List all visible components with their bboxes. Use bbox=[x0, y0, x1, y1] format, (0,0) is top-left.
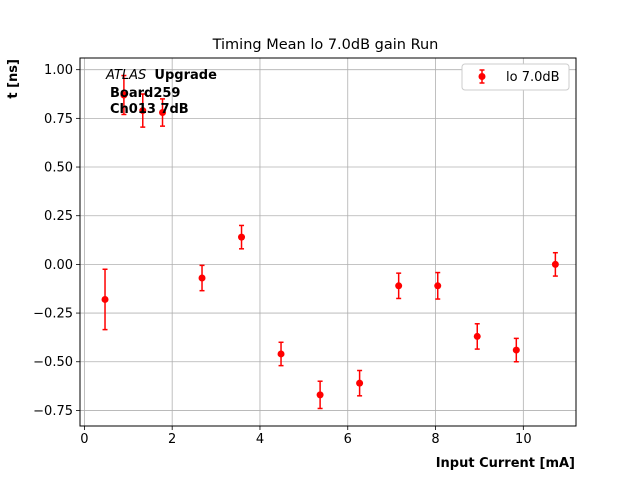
y-tick-label: 0.75 bbox=[44, 112, 73, 127]
data-point bbox=[434, 282, 442, 290]
grid bbox=[80, 58, 576, 426]
data-point bbox=[395, 282, 403, 290]
x-tick-label: 6 bbox=[344, 432, 352, 447]
board-label: Board259 bbox=[110, 86, 180, 101]
data-point bbox=[473, 332, 481, 340]
data-point bbox=[198, 274, 206, 282]
data-point bbox=[120, 91, 128, 99]
y-tick-label: −0.50 bbox=[33, 355, 73, 370]
data-point bbox=[551, 260, 559, 268]
legend-label: lo 7.0dB bbox=[506, 70, 560, 85]
data-point bbox=[277, 350, 285, 358]
y-axis-label: t [ns] bbox=[6, 59, 21, 99]
data-point bbox=[159, 109, 167, 117]
y-tick-label: 0.50 bbox=[44, 161, 73, 176]
y-tick-label: 1.00 bbox=[44, 63, 73, 78]
x-tick-label: 10 bbox=[515, 432, 532, 447]
x-axis-label: Input Current [mA] bbox=[436, 456, 575, 471]
atlas-label: ATLAS bbox=[105, 68, 146, 83]
tick-labels: 0 2 4 6 8 10 −0.75 −0.50 −0.25 0.00 0.25 0.50 0.75 1.… bbox=[33, 63, 531, 447]
legend-marker bbox=[478, 73, 486, 80]
atlas-annotation: ATLAS Upgrade Board259 Ch013 7dB bbox=[105, 68, 217, 117]
axes-frame bbox=[79, 57, 577, 427]
data-point bbox=[238, 233, 246, 241]
series-lo-7db bbox=[101, 74, 559, 410]
svg-text:ATLAS Upgrade: ATLAS Upgrade bbox=[105, 68, 217, 83]
data-point bbox=[101, 295, 109, 303]
y-tick-label: −0.25 bbox=[33, 307, 73, 322]
upgrade-label: Upgrade bbox=[154, 68, 217, 83]
data-point bbox=[512, 346, 520, 354]
chart-title: Timing Mean lo 7.0dB gain Run bbox=[212, 37, 439, 53]
channel-label: Ch013 7dB bbox=[110, 102, 189, 117]
x-tick-label: 8 bbox=[431, 432, 439, 447]
legend: lo 7.0dB bbox=[461, 63, 570, 91]
y-tick-label: −0.75 bbox=[33, 404, 73, 419]
x-tick-label: 0 bbox=[80, 432, 88, 447]
legend-box bbox=[461, 63, 570, 91]
x-tick-label: 2 bbox=[168, 432, 176, 447]
y-tick-label: 0.25 bbox=[44, 209, 73, 224]
x-tick-label: 4 bbox=[256, 432, 264, 447]
y-tick-label: 0.00 bbox=[44, 258, 73, 273]
data-point bbox=[139, 107, 147, 115]
data-point bbox=[316, 391, 324, 399]
data-point bbox=[356, 379, 364, 387]
